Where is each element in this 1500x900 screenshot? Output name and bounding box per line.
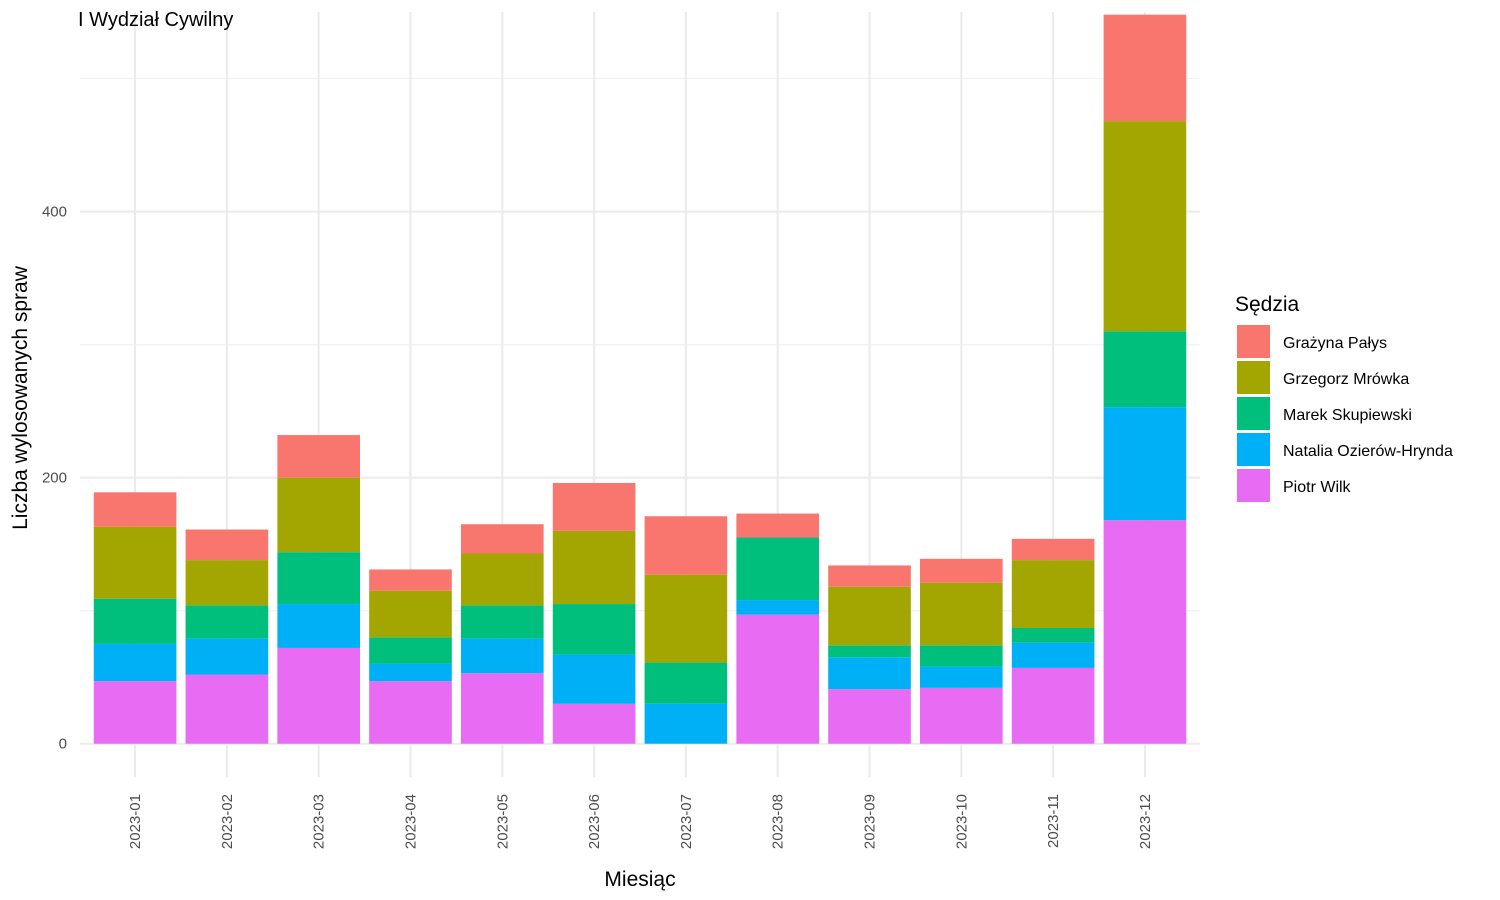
bar-segment	[552, 703, 636, 744]
y-tick-label: 400	[42, 204, 67, 221]
bar-segment	[185, 605, 269, 639]
legend-label: Grażyna Pałys	[1283, 335, 1387, 352]
bar-segment	[369, 681, 452, 744]
bar-segment	[277, 552, 360, 605]
bar-segment	[736, 614, 820, 744]
x-axis-title: Miesiąc	[604, 868, 675, 891]
bar-segment	[93, 681, 177, 744]
x-tick-label: 2023-08	[770, 794, 787, 849]
legend: Sędzia Grażyna Pałys Grzegorz Mrówka Marek…	[1235, 293, 1453, 502]
bar-segment	[460, 638, 544, 674]
bar-segment	[93, 598, 177, 644]
bar-segment	[93, 643, 177, 682]
bar-segment	[1011, 642, 1095, 668]
bar-segment	[1103, 331, 1187, 408]
x-tick-label: 2023-01	[127, 794, 144, 849]
bar-segment	[460, 553, 544, 606]
legend-label: Natalia Ozierów-Hrynda	[1283, 443, 1453, 460]
bar-segment	[828, 586, 911, 646]
x-tick-label: 2023-06	[586, 794, 603, 849]
bar-segment	[920, 582, 1003, 646]
bar-segment	[644, 662, 728, 704]
legend-swatch	[1237, 469, 1270, 502]
bar-segment	[93, 526, 177, 599]
bar-segment	[920, 666, 1003, 688]
x-tick-label: 2023-07	[678, 794, 695, 849]
bar-segment	[185, 674, 269, 744]
bar-segment	[920, 558, 1003, 583]
bar-segment	[1103, 520, 1187, 744]
x-tick-label: 2023-10	[953, 794, 970, 849]
legend-swatch	[1237, 397, 1270, 430]
bar-segment	[644, 574, 728, 663]
bar-segment	[736, 537, 820, 601]
x-tick-label: 2023-03	[311, 794, 328, 849]
bar-segment	[460, 524, 544, 554]
bar-segment	[736, 600, 820, 615]
bar-segment	[369, 569, 452, 591]
x-tick-label: 2023-09	[862, 794, 879, 849]
x-tick-label: 2023-05	[494, 794, 511, 849]
legend-swatch	[1237, 361, 1270, 394]
bar-segment	[1103, 121, 1187, 332]
bar-segment	[277, 477, 360, 553]
bar-segment	[460, 605, 544, 639]
bar-segment	[1011, 667, 1095, 744]
bar-segment	[1011, 560, 1095, 628]
bar-segment	[369, 637, 452, 664]
bar-segment	[277, 647, 360, 744]
bar-segment	[369, 663, 452, 682]
bar-segment	[828, 565, 911, 587]
x-tick-label: 2023-02	[219, 794, 236, 849]
y-tick-label: 0	[59, 736, 67, 753]
bars	[93, 14, 1187, 744]
bar-segment	[1011, 627, 1095, 643]
bar-segment	[552, 530, 636, 605]
bar-segment	[552, 654, 636, 704]
bar-segment	[277, 435, 360, 478]
bar-segment	[185, 529, 269, 561]
legend-swatch	[1237, 325, 1270, 358]
y-axis-title: Liczba wylosowanych spraw	[9, 265, 32, 530]
bar-segment	[920, 687, 1003, 744]
bar-segment	[185, 560, 269, 606]
bar-segment	[552, 604, 636, 655]
bar-segment	[460, 673, 544, 744]
bar-segment	[828, 689, 911, 744]
bar-segment	[828, 657, 911, 690]
bar-segment	[93, 492, 177, 527]
chart-title: I Wydział Cywilny	[78, 9, 233, 31]
bar-segment	[1103, 14, 1187, 122]
x-tick-label: 2023-12	[1137, 794, 1154, 849]
legend-label: Marek Skupiewski	[1283, 407, 1412, 424]
bar-segment	[920, 645, 1003, 667]
legend-label: Grzegorz Mrówka	[1283, 371, 1409, 388]
y-axis: 0 200 400	[42, 204, 67, 753]
bar-segment	[1011, 538, 1095, 561]
bar-segment	[828, 645, 911, 658]
bar-segment	[1103, 407, 1187, 521]
legend-label: Piotr Wilk	[1283, 479, 1352, 496]
bar-segment	[185, 638, 269, 675]
x-tick-label: 2023-04	[402, 794, 419, 849]
bar-segment	[736, 513, 820, 538]
bar-segment	[644, 516, 728, 575]
bar-segment	[552, 482, 636, 531]
legend-title: Sędzia	[1235, 293, 1300, 316]
x-tick-label: 2023-11	[1045, 794, 1062, 848]
x-axis: 2023-01 2023-02 2023-03 2023-04 2023-05 2023-…	[127, 794, 1154, 849]
legend-swatch	[1237, 433, 1270, 466]
y-tick-label: 200	[42, 470, 67, 487]
bar-segment	[277, 604, 360, 648]
bar-segment	[644, 703, 728, 744]
bar-segment	[369, 590, 452, 638]
